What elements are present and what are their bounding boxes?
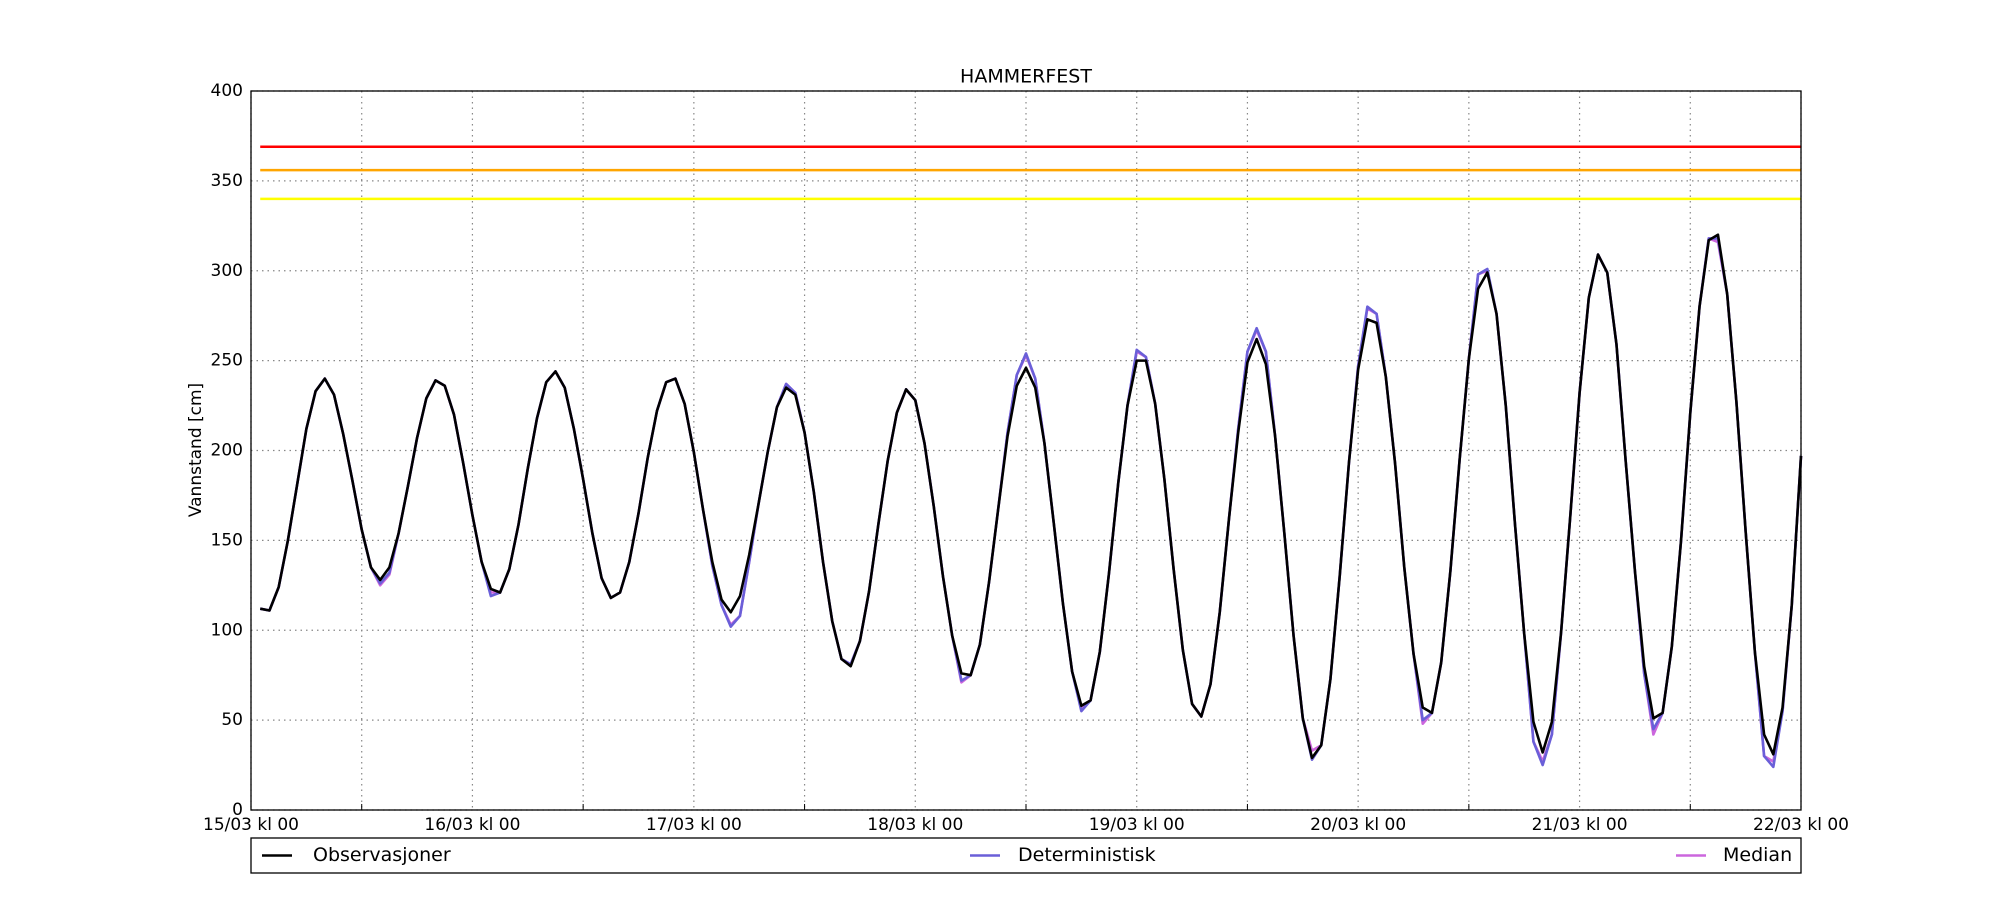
y-tick-label: 250 xyxy=(211,351,243,371)
y-tick-label: 150 xyxy=(211,530,243,550)
x-tick-label: 19/03 kl 00 xyxy=(1089,815,1185,835)
x-tick-label: 16/03 kl 00 xyxy=(424,815,520,835)
x-tick-label: 20/03 kl 00 xyxy=(1310,815,1406,835)
legend-label: Median xyxy=(1723,844,1792,866)
y-tick-label: 300 xyxy=(211,261,243,281)
y-tick-label: 400 xyxy=(211,81,243,101)
series-line xyxy=(259,233,1803,760)
y-tick-label: 50 xyxy=(221,710,243,730)
y-tick-label: 0 xyxy=(232,800,243,820)
x-tick-label: 18/03 kl 00 xyxy=(867,815,963,835)
x-tick-label: 15/03 kl 00 xyxy=(203,815,299,835)
plot-frame xyxy=(250,90,1802,811)
x-tick-label: 22/03 kl 00 xyxy=(1753,815,1849,835)
series-line xyxy=(259,237,1803,763)
legend-box xyxy=(250,837,1802,874)
y-axis-label: Vannstand [cm] xyxy=(186,383,206,517)
y-tick-label: 350 xyxy=(211,171,243,191)
legend-label: Deterministisk xyxy=(1018,844,1156,866)
legend-label: Observasjoner xyxy=(313,844,451,866)
x-tick-label: 21/03 kl 00 xyxy=(1532,815,1628,835)
series-line xyxy=(259,237,1803,769)
chart-title: HAMMERFEST xyxy=(960,66,1092,88)
x-tick-label: 17/03 kl 00 xyxy=(646,815,742,835)
y-tick-label: 200 xyxy=(211,441,243,461)
y-tick-label: 100 xyxy=(211,620,243,640)
